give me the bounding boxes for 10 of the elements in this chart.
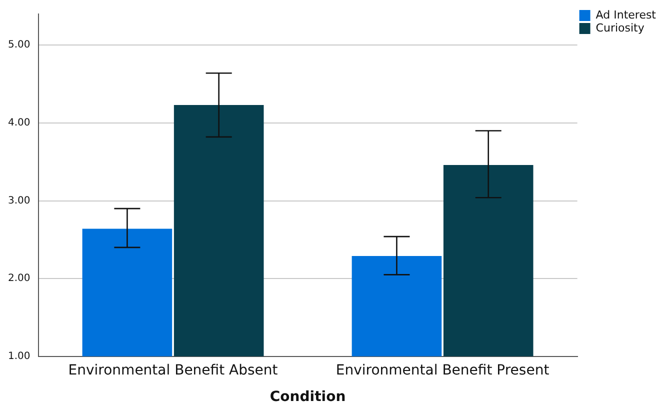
y-tick-label: 2.00 — [8, 273, 30, 284]
legend-label: Curiosity — [596, 21, 645, 34]
legend-label: Ad Interest — [596, 8, 657, 22]
y-tick-label: 3.00 — [8, 195, 30, 206]
x-axis-title: Condition — [270, 389, 346, 406]
x-tick-label: Environmental Benefit Present — [336, 362, 550, 378]
y-tick-label: 1.00 — [8, 350, 30, 362]
y-tick-label: 4.00 — [8, 118, 30, 129]
y-tick-label: 5.00 — [8, 40, 30, 51]
x-tick-label: Environmental Benefit Absent — [68, 362, 278, 378]
